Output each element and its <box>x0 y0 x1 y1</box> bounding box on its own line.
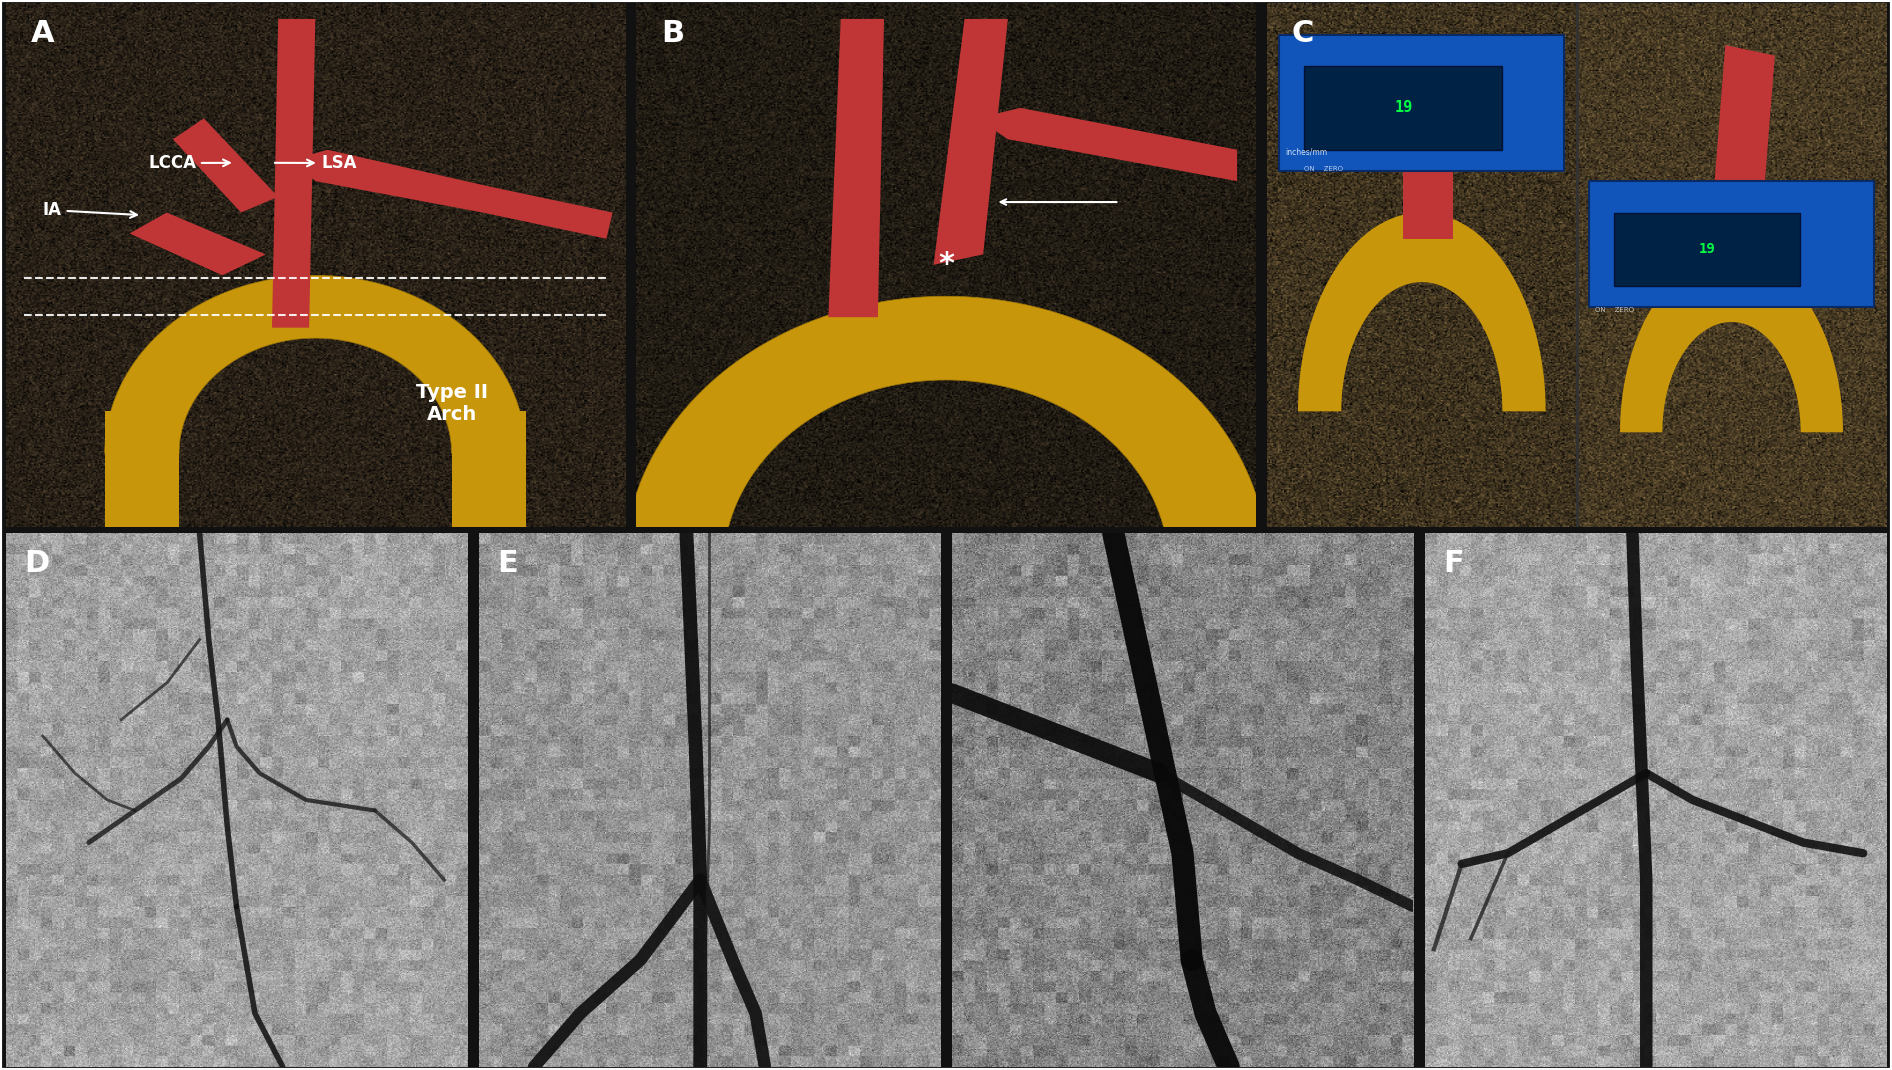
Polygon shape <box>172 119 278 213</box>
Text: 19: 19 <box>1394 101 1413 116</box>
Text: B: B <box>660 19 685 48</box>
Polygon shape <box>272 19 316 327</box>
Text: inches/mm: inches/mm <box>1285 148 1328 157</box>
Text: F: F <box>1444 549 1464 578</box>
Polygon shape <box>129 213 265 275</box>
Text: ON    ZERO: ON ZERO <box>1304 166 1343 171</box>
Text: ON    ZERO: ON ZERO <box>1595 307 1635 312</box>
Polygon shape <box>829 19 884 317</box>
Bar <box>1589 181 1873 307</box>
Bar <box>1304 66 1502 150</box>
Bar <box>1279 34 1565 170</box>
Text: IA: IA <box>44 201 136 219</box>
Text: E: E <box>498 549 518 578</box>
Text: 19: 19 <box>1699 242 1714 256</box>
Text: *: * <box>938 250 954 279</box>
Text: A: A <box>30 19 55 48</box>
Text: Type II
Arch: Type II Arch <box>416 383 488 424</box>
Text: LSA: LSA <box>274 154 358 172</box>
Polygon shape <box>1298 213 1546 411</box>
Polygon shape <box>933 19 1008 265</box>
Bar <box>104 411 180 526</box>
Text: D: D <box>25 549 49 578</box>
Polygon shape <box>1712 45 1775 213</box>
Bar <box>452 411 526 526</box>
Text: LCCA: LCCA <box>148 154 229 172</box>
Text: C: C <box>1292 19 1315 48</box>
Polygon shape <box>1620 255 1843 432</box>
Bar <box>1614 213 1799 286</box>
Polygon shape <box>104 275 526 454</box>
Polygon shape <box>291 150 613 239</box>
Polygon shape <box>624 296 1268 568</box>
Polygon shape <box>1404 160 1453 239</box>
Polygon shape <box>976 108 1237 181</box>
